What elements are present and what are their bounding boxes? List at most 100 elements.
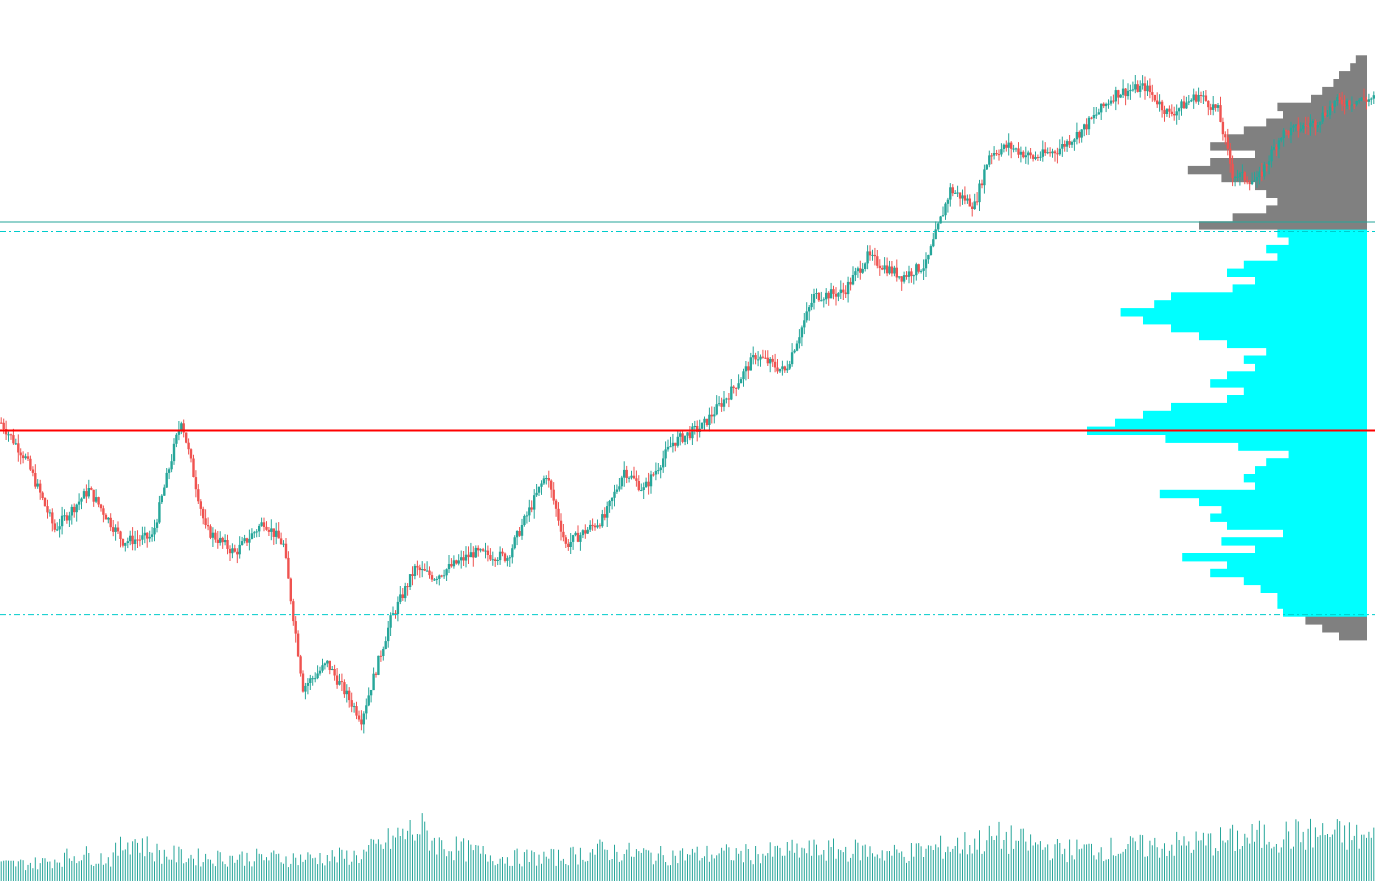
candle-body	[854, 271, 857, 276]
candle-body	[1036, 157, 1040, 158]
candle-body	[820, 300, 823, 302]
candle-body	[871, 254, 874, 256]
candle-body	[876, 256, 879, 266]
candle-body	[489, 555, 492, 560]
candle-body	[1362, 97, 1366, 100]
candle-body	[131, 535, 134, 545]
candle-body	[963, 195, 967, 201]
candle-body	[1119, 94, 1122, 98]
candle-body	[167, 469, 171, 473]
candle-body	[1265, 164, 1268, 166]
candle-body	[598, 525, 602, 527]
candle-body	[764, 357, 767, 359]
candle-body	[58, 526, 61, 530]
candle-body	[233, 548, 236, 552]
candle-body	[1005, 144, 1008, 148]
candle-body	[866, 251, 869, 264]
candle-body	[430, 575, 434, 580]
candle-body	[1350, 104, 1354, 106]
candle-body	[540, 483, 543, 487]
candle-body	[975, 201, 979, 203]
candle-body	[1353, 104, 1356, 106]
candle-body	[124, 543, 127, 546]
profile-bin	[1243, 260, 1367, 270]
candle-body	[1280, 138, 1283, 141]
candle-body	[1095, 114, 1098, 116]
candle-body	[654, 470, 658, 475]
candle-body	[187, 442, 190, 450]
candle-body	[372, 673, 375, 691]
profile-bin	[1171, 402, 1367, 412]
candle-body	[501, 551, 504, 554]
candle-body	[1233, 176, 1237, 178]
candle-body	[786, 368, 789, 371]
candle-body	[907, 271, 911, 277]
candle-body	[114, 527, 117, 532]
candle-body	[1246, 180, 1249, 183]
candle-body	[148, 536, 151, 539]
profile-bin	[1255, 481, 1367, 491]
profile-bin	[1255, 363, 1367, 372]
candle-body	[77, 501, 81, 505]
candle-body	[155, 522, 159, 528]
candle-body	[662, 458, 665, 468]
candle-body	[1010, 142, 1013, 149]
candle-body	[554, 500, 558, 509]
candle-body	[1253, 180, 1256, 182]
candle-body	[528, 507, 531, 516]
candle-body	[270, 528, 273, 532]
candle-body	[284, 543, 288, 558]
candle-body	[1068, 141, 1071, 145]
candle-body	[530, 507, 533, 510]
candle-body	[143, 532, 146, 536]
profile-bin	[1227, 339, 1367, 349]
candle-body	[1367, 99, 1371, 102]
candle-body	[1080, 129, 1083, 138]
candle-body	[1014, 148, 1018, 150]
candle-body	[924, 259, 928, 269]
candle-body	[649, 474, 653, 487]
candle-body	[898, 276, 901, 278]
candle-body	[1087, 117, 1091, 130]
candle-body	[301, 673, 305, 692]
candle-body	[1370, 98, 1373, 100]
candle-body	[1044, 149, 1047, 154]
candle-body	[1221, 121, 1225, 135]
candle-body	[958, 192, 962, 199]
candle-body	[185, 432, 188, 443]
candle-body	[1267, 161, 1271, 165]
profile-bin	[1322, 624, 1367, 633]
candle-body	[357, 715, 361, 720]
candle-body	[812, 294, 816, 303]
profile-bin	[1355, 55, 1367, 64]
candle-body	[579, 535, 582, 542]
candle-body	[1360, 97, 1363, 101]
candle-body	[1192, 94, 1195, 101]
candle-body	[1297, 124, 1300, 131]
candle-body	[1190, 100, 1193, 102]
candle-body	[1214, 104, 1217, 108]
profile-bin	[1322, 86, 1367, 96]
candle-body	[1121, 88, 1125, 95]
candle-body	[552, 489, 555, 501]
candle-body	[60, 515, 64, 527]
candle-body	[1316, 125, 1319, 128]
candle-body	[158, 502, 161, 523]
profile-bin	[1283, 529, 1367, 538]
candle-body	[506, 558, 509, 561]
profile-bin	[1210, 379, 1367, 388]
candle-body	[932, 239, 935, 247]
candle-body	[1199, 95, 1203, 96]
candle-body	[525, 515, 529, 517]
candle-body	[849, 281, 852, 285]
candle-body	[1151, 92, 1154, 95]
profile-bin	[1266, 205, 1367, 214]
candle-body	[1248, 182, 1251, 185]
candle-body	[627, 477, 631, 479]
candle-body	[825, 292, 828, 300]
candle-body	[46, 506, 49, 513]
candle-body	[1185, 102, 1188, 109]
candle-body	[735, 387, 738, 389]
candle-body	[1029, 152, 1032, 156]
candle-body	[165, 472, 168, 488]
